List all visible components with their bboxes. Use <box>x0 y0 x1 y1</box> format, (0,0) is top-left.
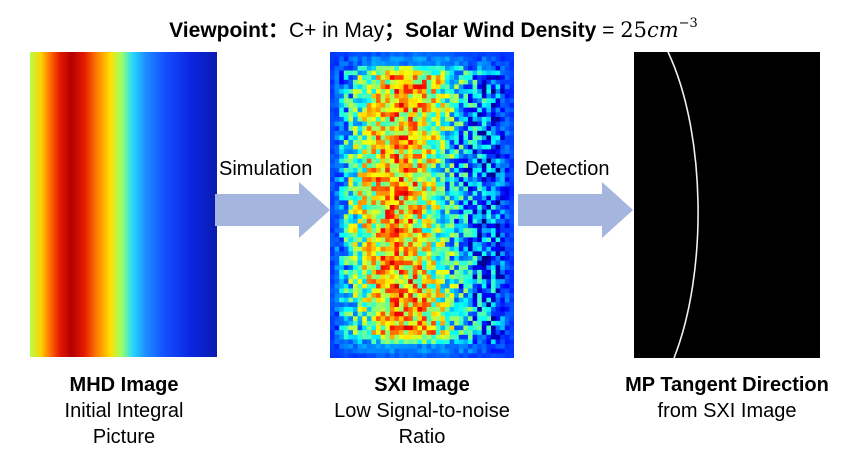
item-separator: ； <box>384 19 406 42</box>
mp-tangent-curve <box>667 51 699 359</box>
density-exponent: −3 <box>678 16 698 31</box>
sxi-caption: SXI Image Low Signal-to-noise Ratio <box>305 372 539 450</box>
sxi-image <box>330 52 515 359</box>
density-unit: cm <box>646 18 679 42</box>
viewpoint-separator: ： <box>267 19 289 42</box>
mp-tangent-image <box>634 51 820 359</box>
detection-label: Detection <box>525 158 610 180</box>
density-value: 25 <box>620 18 647 42</box>
mp-caption: MP Tangent Direction from SXI Image <box>595 372 859 424</box>
viewpoint-value: C+ in May <box>288 19 385 42</box>
sxi-caption-line2: Ratio <box>398 426 446 448</box>
density-equals: = <box>596 19 621 42</box>
sxi-caption-title: SXI Image <box>374 374 470 396</box>
mp-caption-line1: from SXI Image <box>657 400 797 422</box>
simulation-label: Simulation <box>219 158 313 180</box>
sxi-caption-line1: Low Signal-to-noise <box>334 400 510 422</box>
mhd-gradient-shading <box>30 52 217 357</box>
detection-arrow-icon <box>518 182 633 238</box>
viewpoint-label: Viewpoint <box>169 19 268 42</box>
mhd-caption-line2: Picture <box>92 426 156 448</box>
mhd-caption-line1: Initial Integral <box>64 400 184 422</box>
mhd-image <box>30 52 217 357</box>
density-label: Solar Wind Density <box>405 19 597 42</box>
mhd-caption: MHD Image Initial Integral Picture <box>10 372 238 450</box>
simulation-arrow-icon <box>215 182 330 238</box>
sxi-pixel-grid <box>330 52 515 359</box>
mhd-caption-title: MHD Image <box>69 374 179 396</box>
mp-caption-title: MP Tangent Direction <box>625 374 829 396</box>
figure-title: Viewpoint：C+ in May；Solar Wind Density =… <box>0 14 867 44</box>
